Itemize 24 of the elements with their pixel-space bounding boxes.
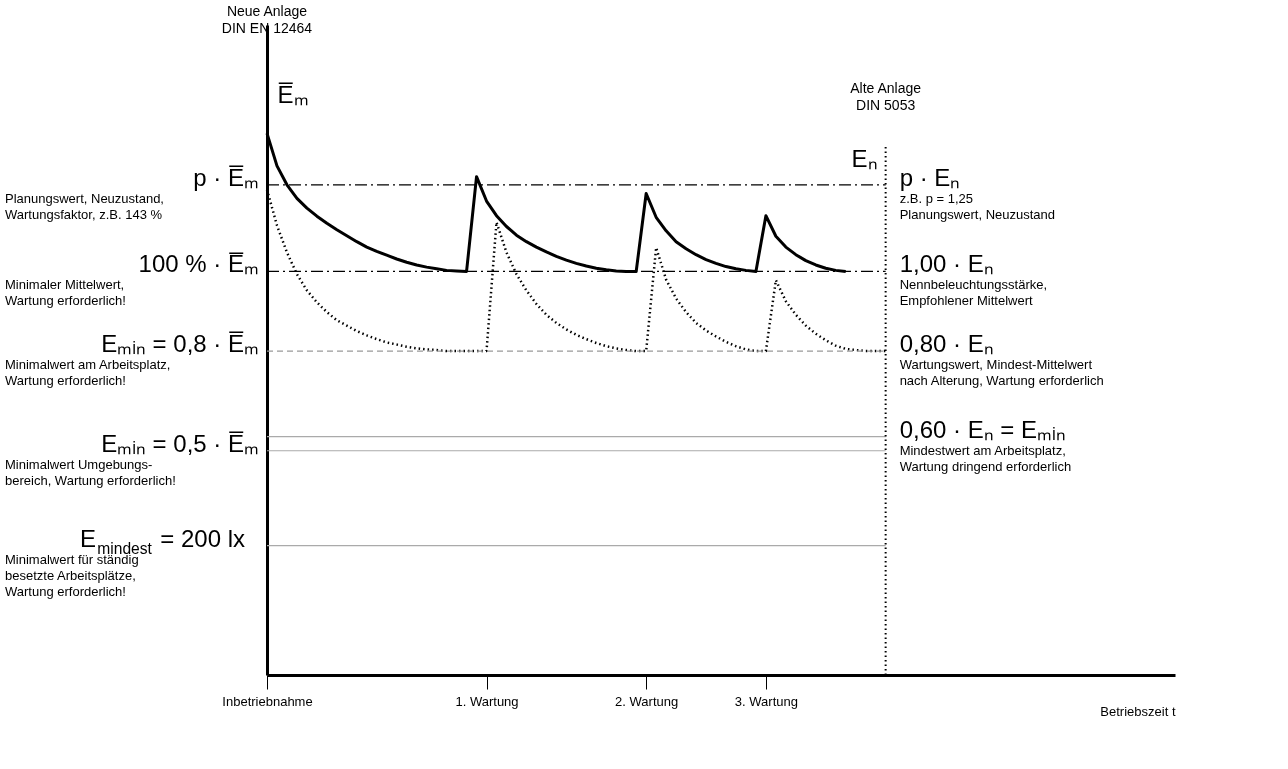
x-tick-label: 2. Wartung — [615, 693, 679, 709]
x-tick-label: 3. Wartung — [734, 693, 798, 709]
x-tick-label: Inbetriebnahme — [222, 693, 313, 709]
text: Eₘᵢₙ = 0,8 · E̅ₘ — [101, 330, 259, 358]
text: Minimaler Mittelwert, Wartung erforderlich! — [5, 277, 126, 309]
annotation: p · Eₙ — [899, 163, 961, 191]
text: 100 % · E̅ₘ — [138, 250, 259, 278]
y2-axis-title: Eₙ — [851, 145, 878, 173]
text: p · E̅ₘ — [193, 163, 259, 191]
annotation: Mindestwert am Arbeitsplatz, Wartung dringend erforderlich — [899, 442, 1072, 474]
annotation: Wartungswert, Mindest-Mittelwert nach Alterung, Wartung erforderlich — [899, 357, 1104, 389]
x-axis-title: Betriebszeit t — [1100, 703, 1176, 719]
y-axis-title: E̅ₘ — [277, 80, 309, 108]
text: Planungswert, Neuzustand, Wartungsfaktor, z.B. 143 % — [5, 190, 164, 222]
text: Minimalwert Umgebungs- bereich, Wartung erforderlich! — [5, 456, 176, 488]
text: Eₘᵢₙ = 0,5 · E̅ₘ — [101, 429, 259, 457]
text: Minimalwert am Arbeitsplatz, Wartung erforderlich! — [5, 357, 171, 389]
x-tick-label: 1. Wartung — [455, 693, 519, 709]
annotation: z.B. p = 1,25 Planungswert, Neuzustand — [899, 190, 1056, 222]
annotation: 1,00 · Eₙ — [899, 250, 994, 278]
text: Alte Anlage DIN 5053 — [850, 79, 922, 113]
annotation: Nennbeleuchtungsstärke, Empfohlener Mittelwert — [899, 277, 1048, 309]
annotation: 0,80 · Eₙ — [899, 330, 994, 358]
annotation: 0,60 · Eₙ = Eₘᵢₙ — [899, 415, 1066, 443]
